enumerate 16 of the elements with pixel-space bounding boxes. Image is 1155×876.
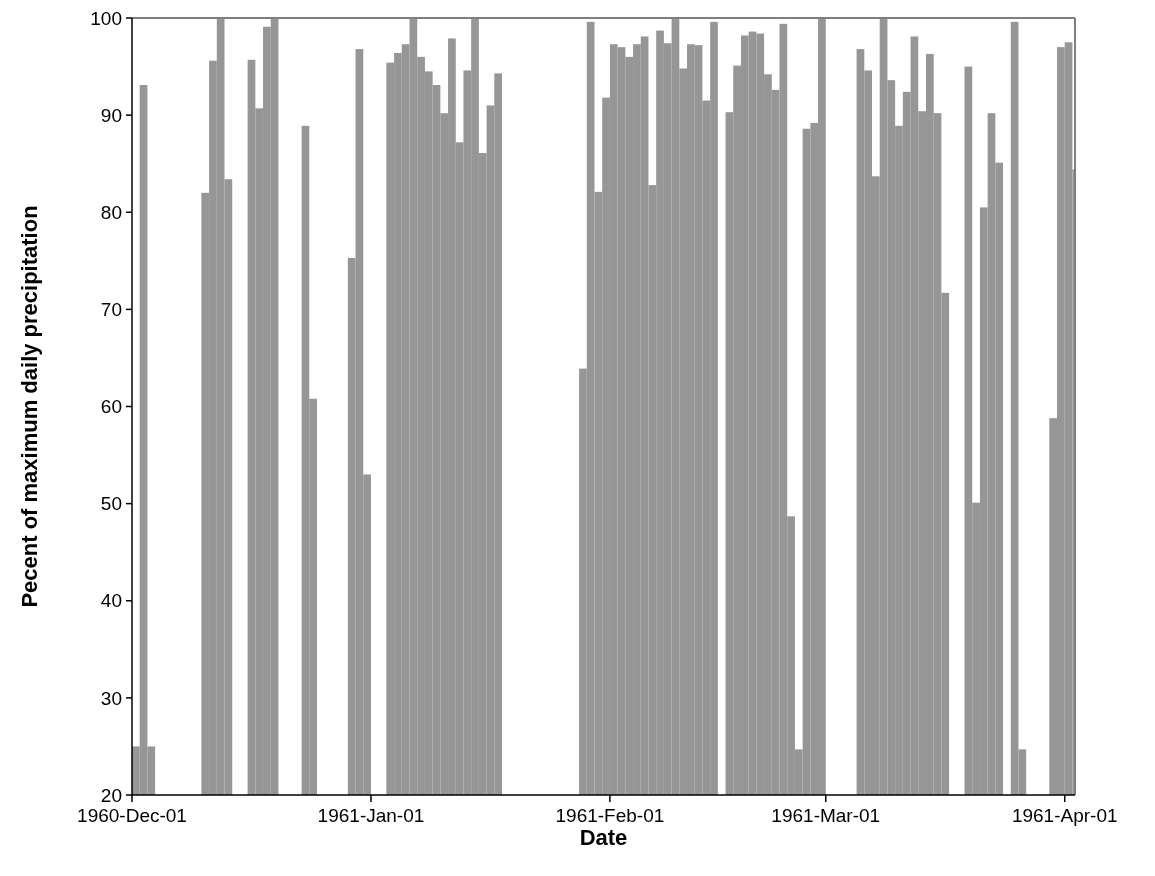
- y-tick-label: 20: [100, 784, 122, 806]
- y-tick-label: 30: [100, 687, 122, 709]
- x-tick-label: 1961-Apr-01: [1011, 805, 1118, 826]
- y-tick-label: 50: [100, 493, 122, 515]
- y-tick-label: 70: [100, 299, 122, 321]
- y-axis-title: Pecent of maximum daily precipitation: [17, 205, 42, 608]
- x-tick-label: 1960-Dec-01: [77, 805, 187, 826]
- x-tick-label: 1961-Mar-01: [771, 805, 881, 826]
- x-axis-title: Date: [579, 825, 628, 850]
- y-tick-label: 100: [90, 7, 122, 29]
- y-tick-label: 80: [100, 201, 122, 223]
- y-tick-label: 40: [100, 590, 122, 612]
- y-tick-label: 60: [100, 396, 122, 418]
- y-tick-label: 90: [100, 104, 122, 126]
- x-tick-label: 1961-Jan-01: [317, 805, 425, 826]
- x-tick-label: 1961-Feb-01: [555, 805, 665, 826]
